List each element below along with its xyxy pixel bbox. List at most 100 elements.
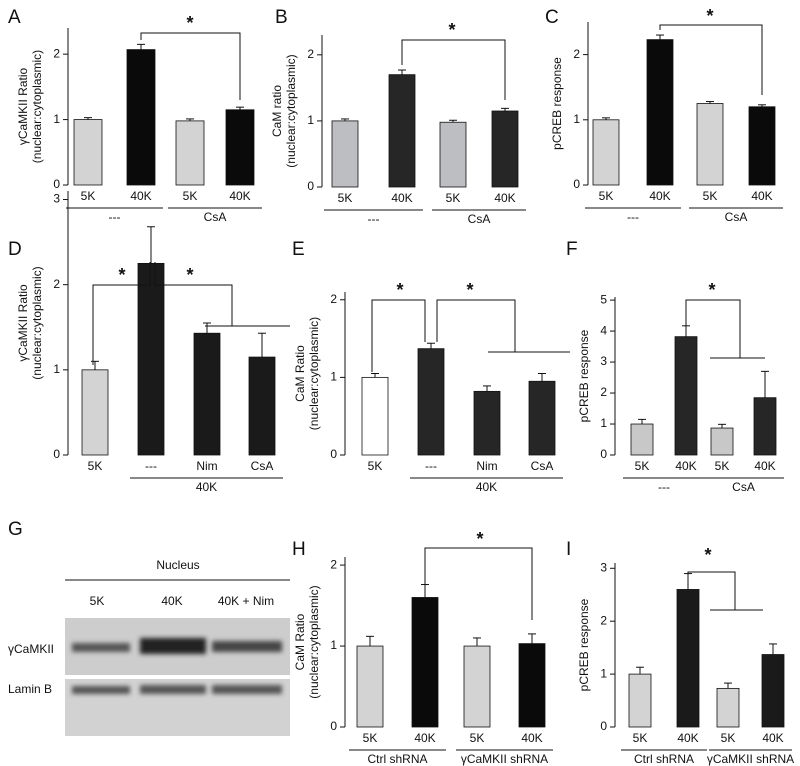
bar-chart: E 0 1 2 CaM Ratio (nuclear:cytoplasmic) 5K --- N… xyxy=(292,239,570,494)
blot-title: Nucleus xyxy=(156,558,199,572)
bar-chart: H 0 1 2 CaM Ratio (nuclear:cytoplasmic) 5K 40K 5… xyxy=(292,529,553,766)
panel-letter: B xyxy=(275,7,288,28)
bar xyxy=(137,262,165,456)
group-label: CsA xyxy=(732,480,755,494)
x-tick-label: Nim xyxy=(476,459,497,473)
significance-star: * xyxy=(186,265,193,285)
panel-letter: I xyxy=(566,539,571,560)
bar xyxy=(518,643,546,728)
y-tick-label: 3 xyxy=(600,354,607,368)
bar xyxy=(748,106,776,186)
x-tick-label: 5K xyxy=(81,189,96,203)
bar xyxy=(417,348,445,456)
panel-letter: D xyxy=(8,239,22,260)
x-tick-label: 40K xyxy=(391,191,412,205)
significance-bracket xyxy=(436,299,516,352)
y-axis-label: pCREB response xyxy=(550,57,564,150)
y-axis-label: pCREB response xyxy=(577,329,591,422)
y-axis-label: (nuclear:cytoplasmic) xyxy=(307,317,321,430)
y-tick-label: 0 xyxy=(53,447,60,461)
lane-label: 40K xyxy=(161,594,182,608)
panel-letter: A xyxy=(8,7,21,28)
significance-star: * xyxy=(704,545,711,565)
y-axis-label: CaM Ratio xyxy=(293,613,307,670)
bar xyxy=(628,673,652,728)
x-tick-label: 5K xyxy=(338,191,353,205)
significance-star: * xyxy=(186,13,193,33)
x-tick-label: 40K xyxy=(762,731,783,745)
y-tick-label: 5 xyxy=(600,292,607,306)
bar xyxy=(439,121,467,188)
x-tick-label: 5K xyxy=(703,189,718,203)
x-tick-label: 40K xyxy=(677,731,698,745)
bar xyxy=(676,589,700,728)
bar xyxy=(175,120,205,186)
x-tick-label: 40K xyxy=(754,459,775,473)
bar-chart: A 0 1 2 γCaMKII Ratio (nuclear:cytoplasmic) 5K… xyxy=(8,7,262,224)
bar xyxy=(716,687,740,728)
bar xyxy=(710,427,734,456)
significance-star: * xyxy=(448,20,455,40)
x-tick-label: CsA xyxy=(531,459,554,473)
significance-star: * xyxy=(708,280,715,300)
y-tick-label: 2 xyxy=(53,277,60,291)
x-tick-label: 5K xyxy=(470,731,485,745)
y-tick-label: 1 xyxy=(53,112,60,126)
y-tick-label: 3 xyxy=(53,192,60,206)
y-tick-label: 2 xyxy=(307,47,314,61)
y-tick-label: 1 xyxy=(600,416,607,430)
x-tick-label: 5K xyxy=(446,191,461,205)
lane-label: 40K + Nim xyxy=(218,594,274,608)
x-tick-label: 5K xyxy=(363,731,378,745)
group-label: --- xyxy=(658,480,670,494)
significance-bracket xyxy=(140,32,241,100)
significance-bracket xyxy=(685,299,741,358)
significance-bracket xyxy=(371,299,426,372)
significance-bracket xyxy=(401,39,506,100)
row-label: γCaMKII xyxy=(8,642,54,656)
x-tick-label: 5K xyxy=(183,189,198,203)
group-label: γCaMKII shRNA xyxy=(461,752,548,766)
x-tick-label: 5K xyxy=(721,731,736,745)
y-axis-label: CaM Ratio xyxy=(293,345,307,402)
group-label: CsA xyxy=(468,212,491,226)
panel-letter: C xyxy=(545,7,559,28)
significance-bracket xyxy=(92,262,151,365)
x-tick-label: Nim xyxy=(196,459,217,473)
bar xyxy=(225,109,255,186)
x-tick-label: 40K xyxy=(675,459,696,473)
y-tick-label: 1 xyxy=(53,362,60,376)
bar xyxy=(491,110,519,188)
group-label: --- xyxy=(627,210,639,224)
bar xyxy=(592,119,620,186)
panel-letter: H xyxy=(292,539,306,560)
bar xyxy=(630,423,654,456)
bar xyxy=(361,376,389,456)
bar xyxy=(753,397,777,456)
y-axis-label: γCaMKII Ratio xyxy=(16,284,30,362)
bar xyxy=(463,645,491,728)
y-axis-label: (nuclear:cytoplasmic) xyxy=(30,50,44,163)
x-tick-label: 40K xyxy=(229,189,250,203)
x-tick-label: 40K xyxy=(521,731,542,745)
group-label: CsA xyxy=(725,210,748,224)
group-label: --- xyxy=(109,210,121,224)
bar xyxy=(248,356,276,456)
bar-chart: C 0 1 2 pCREB response 5K 40K 5K 40K --- CsA * xyxy=(545,6,783,224)
y-tick-label: 2 xyxy=(573,47,580,61)
y-tick-label: 2 xyxy=(600,385,607,399)
x-tick-label: 5K xyxy=(88,459,103,473)
bar xyxy=(193,332,221,456)
y-tick-label: 0 xyxy=(307,179,314,193)
bar-chart: D 0 1 2 3 γCaMKII Ratio (nuclear:cytoplasmic) 5… xyxy=(8,191,290,494)
x-tick-label: CsA xyxy=(251,459,274,473)
bar-chart: B 0 1 2 CaM ratio (nuclear:cytoplasmic) 5K 40K 5… xyxy=(270,7,526,226)
x-tick-label: --- xyxy=(425,459,437,473)
x-tick-label: 5K xyxy=(635,459,650,473)
significance-star: * xyxy=(476,529,483,549)
significance-star: * xyxy=(118,265,125,285)
y-tick-label: 0 xyxy=(600,447,607,461)
bar xyxy=(356,645,384,728)
bar-chart: I 0 1 2 3 pCREB response 5K 40K 5K 40K Ctrl shRNA γ… xyxy=(566,539,794,766)
bar xyxy=(761,654,785,728)
